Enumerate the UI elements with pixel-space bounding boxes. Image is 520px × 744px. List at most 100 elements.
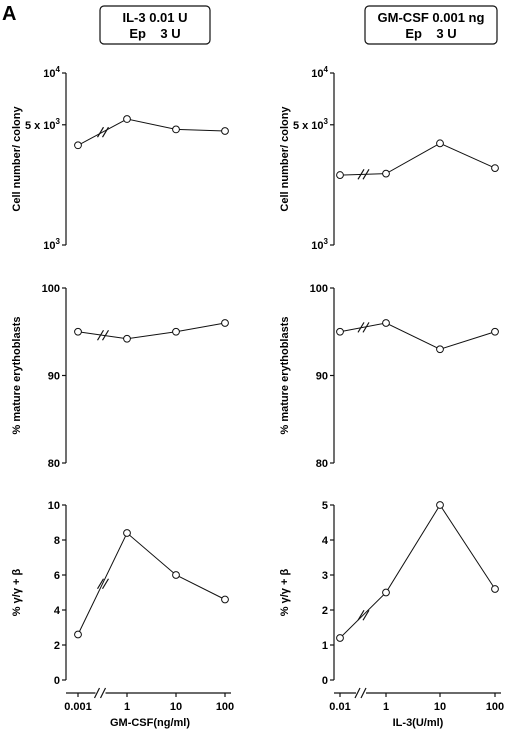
data-point <box>491 327 499 336</box>
x-tick-label: 0.001 <box>64 701 92 713</box>
x-axis-break-mark <box>93 687 101 699</box>
y-tick-label: 104 <box>311 65 328 80</box>
y-tick-label: 6 <box>54 570 60 582</box>
x-tick-label: 1 <box>124 701 130 713</box>
data-point <box>221 127 229 135</box>
data-point <box>382 169 390 178</box>
data-point <box>436 501 444 509</box>
y-axis-title: % γ/γ + β <box>11 569 23 617</box>
y-tick-label: 0 <box>322 675 328 687</box>
condition-line-2: Ep 3 U <box>405 26 456 41</box>
chart-panel: 80 90 100 % mature erythoblasts <box>11 283 229 470</box>
data-point <box>123 115 131 123</box>
chart-panel: 103 5 x 103 104 Cell number/ colony <box>279 65 499 252</box>
series-line <box>339 504 496 639</box>
series-line <box>339 322 496 350</box>
data-point <box>123 529 131 537</box>
series-line <box>77 118 226 146</box>
chart-panel: 0 2 4 6 8 10 % γ/γ + β 0.001 1 10 100 <box>11 500 234 713</box>
data-point <box>172 125 180 134</box>
axis-break-mark <box>362 609 370 621</box>
condition-line-1: GM-CSF 0.001 ng <box>378 10 485 25</box>
axis-break-mark <box>357 169 365 180</box>
y-axis-title: % γ/γ + β <box>279 569 291 617</box>
data-point <box>123 334 131 343</box>
axis-break-mark <box>362 169 370 180</box>
y-tick-label: 5 x 103 <box>293 117 329 132</box>
y-tick-label: 103 <box>311 237 328 252</box>
series-line <box>77 532 226 635</box>
y-tick-label: 4 <box>54 605 61 617</box>
y-tick-label: 103 <box>43 237 60 252</box>
x-axis-break-mark <box>354 687 361 699</box>
data-point <box>221 319 229 327</box>
x-axis-break-mark <box>360 687 367 699</box>
y-tick-label: 2 <box>322 605 328 617</box>
panel-letter: A <box>2 3 16 25</box>
x-tick-label: 100 <box>216 701 234 713</box>
series-line <box>77 322 226 340</box>
x-tick-label: 1 <box>383 701 389 713</box>
y-tick-label: 2 <box>54 640 60 652</box>
data-point <box>382 588 390 597</box>
data-point <box>436 345 444 354</box>
y-tick-label: 90 <box>316 371 328 383</box>
data-point <box>172 327 180 336</box>
x-axis-break-mark <box>99 687 107 699</box>
condition-line-1: IL-3 0.01 U <box>122 10 187 25</box>
x-axis-title-left: GM-CSF(ng/ml) <box>110 717 190 729</box>
data-point <box>74 630 82 639</box>
condition-line-2: Ep 3 U <box>129 26 180 41</box>
x-tick-label: 100 <box>486 701 504 713</box>
y-tick-label: 5 <box>322 500 328 512</box>
condition-box-left: IL-3 0.01 U Ep 3 U <box>99 5 211 45</box>
condition-box-right: GM-CSF 0.001 ng Ep 3 U <box>364 5 498 45</box>
x-tick-label: 10 <box>170 701 182 713</box>
y-tick-label: 10 <box>48 500 60 512</box>
y-tick-label: 0 <box>54 675 60 687</box>
y-axis-title: Cell number/ colony <box>279 106 291 212</box>
data-point <box>221 595 229 604</box>
chart-panel: 103 5 x 103 104 Cell number/ colony <box>11 65 229 252</box>
data-point <box>74 327 82 336</box>
y-axis-title: Cell number/ colony <box>11 106 23 212</box>
y-tick-label: 100 <box>42 283 60 295</box>
data-point <box>336 634 344 642</box>
y-tick-label: 90 <box>48 371 60 383</box>
x-axis-break-gap <box>356 690 366 696</box>
axis-break-mark <box>96 126 105 138</box>
y-tick-label: 1 <box>322 640 328 652</box>
y-tick-label: 100 <box>310 283 328 295</box>
y-tick-label: 4 <box>322 535 329 547</box>
y-tick-label: 8 <box>54 535 60 547</box>
data-point <box>172 571 180 579</box>
chart-panel: 0 1 2 3 4 5 % γ/γ + β 0.01 1 10 100 <box>279 500 504 713</box>
x-axis-title-right: IL-3(U/ml) <box>393 717 444 729</box>
data-point <box>382 319 390 327</box>
series-line <box>339 142 496 176</box>
axis-break-mark <box>357 322 365 333</box>
data-point <box>436 139 444 148</box>
y-axis-title: % mature erythoblasts <box>279 317 291 435</box>
axis-break-mark <box>101 126 110 138</box>
data-point <box>491 164 499 172</box>
chart-panel: 80 90 100 % mature erythoblasts <box>279 283 499 470</box>
axis-break-mark <box>96 329 105 341</box>
x-axis-break-gap <box>95 690 106 696</box>
axis-break-mark <box>101 578 110 590</box>
data-point <box>336 171 344 179</box>
x-tick-label: 10 <box>434 701 446 713</box>
y-tick-label: 104 <box>43 65 60 80</box>
data-point <box>336 327 344 336</box>
data-point <box>491 585 499 593</box>
y-tick-label: 5 x 103 <box>25 117 61 132</box>
axis-break-mark <box>96 578 105 590</box>
axis-break-mark <box>101 329 110 341</box>
axis-break-mark <box>362 322 370 333</box>
y-tick-label: 3 <box>322 570 328 582</box>
y-tick-label: 80 <box>316 458 328 470</box>
data-point <box>74 141 82 150</box>
y-tick-label: 80 <box>48 458 60 470</box>
